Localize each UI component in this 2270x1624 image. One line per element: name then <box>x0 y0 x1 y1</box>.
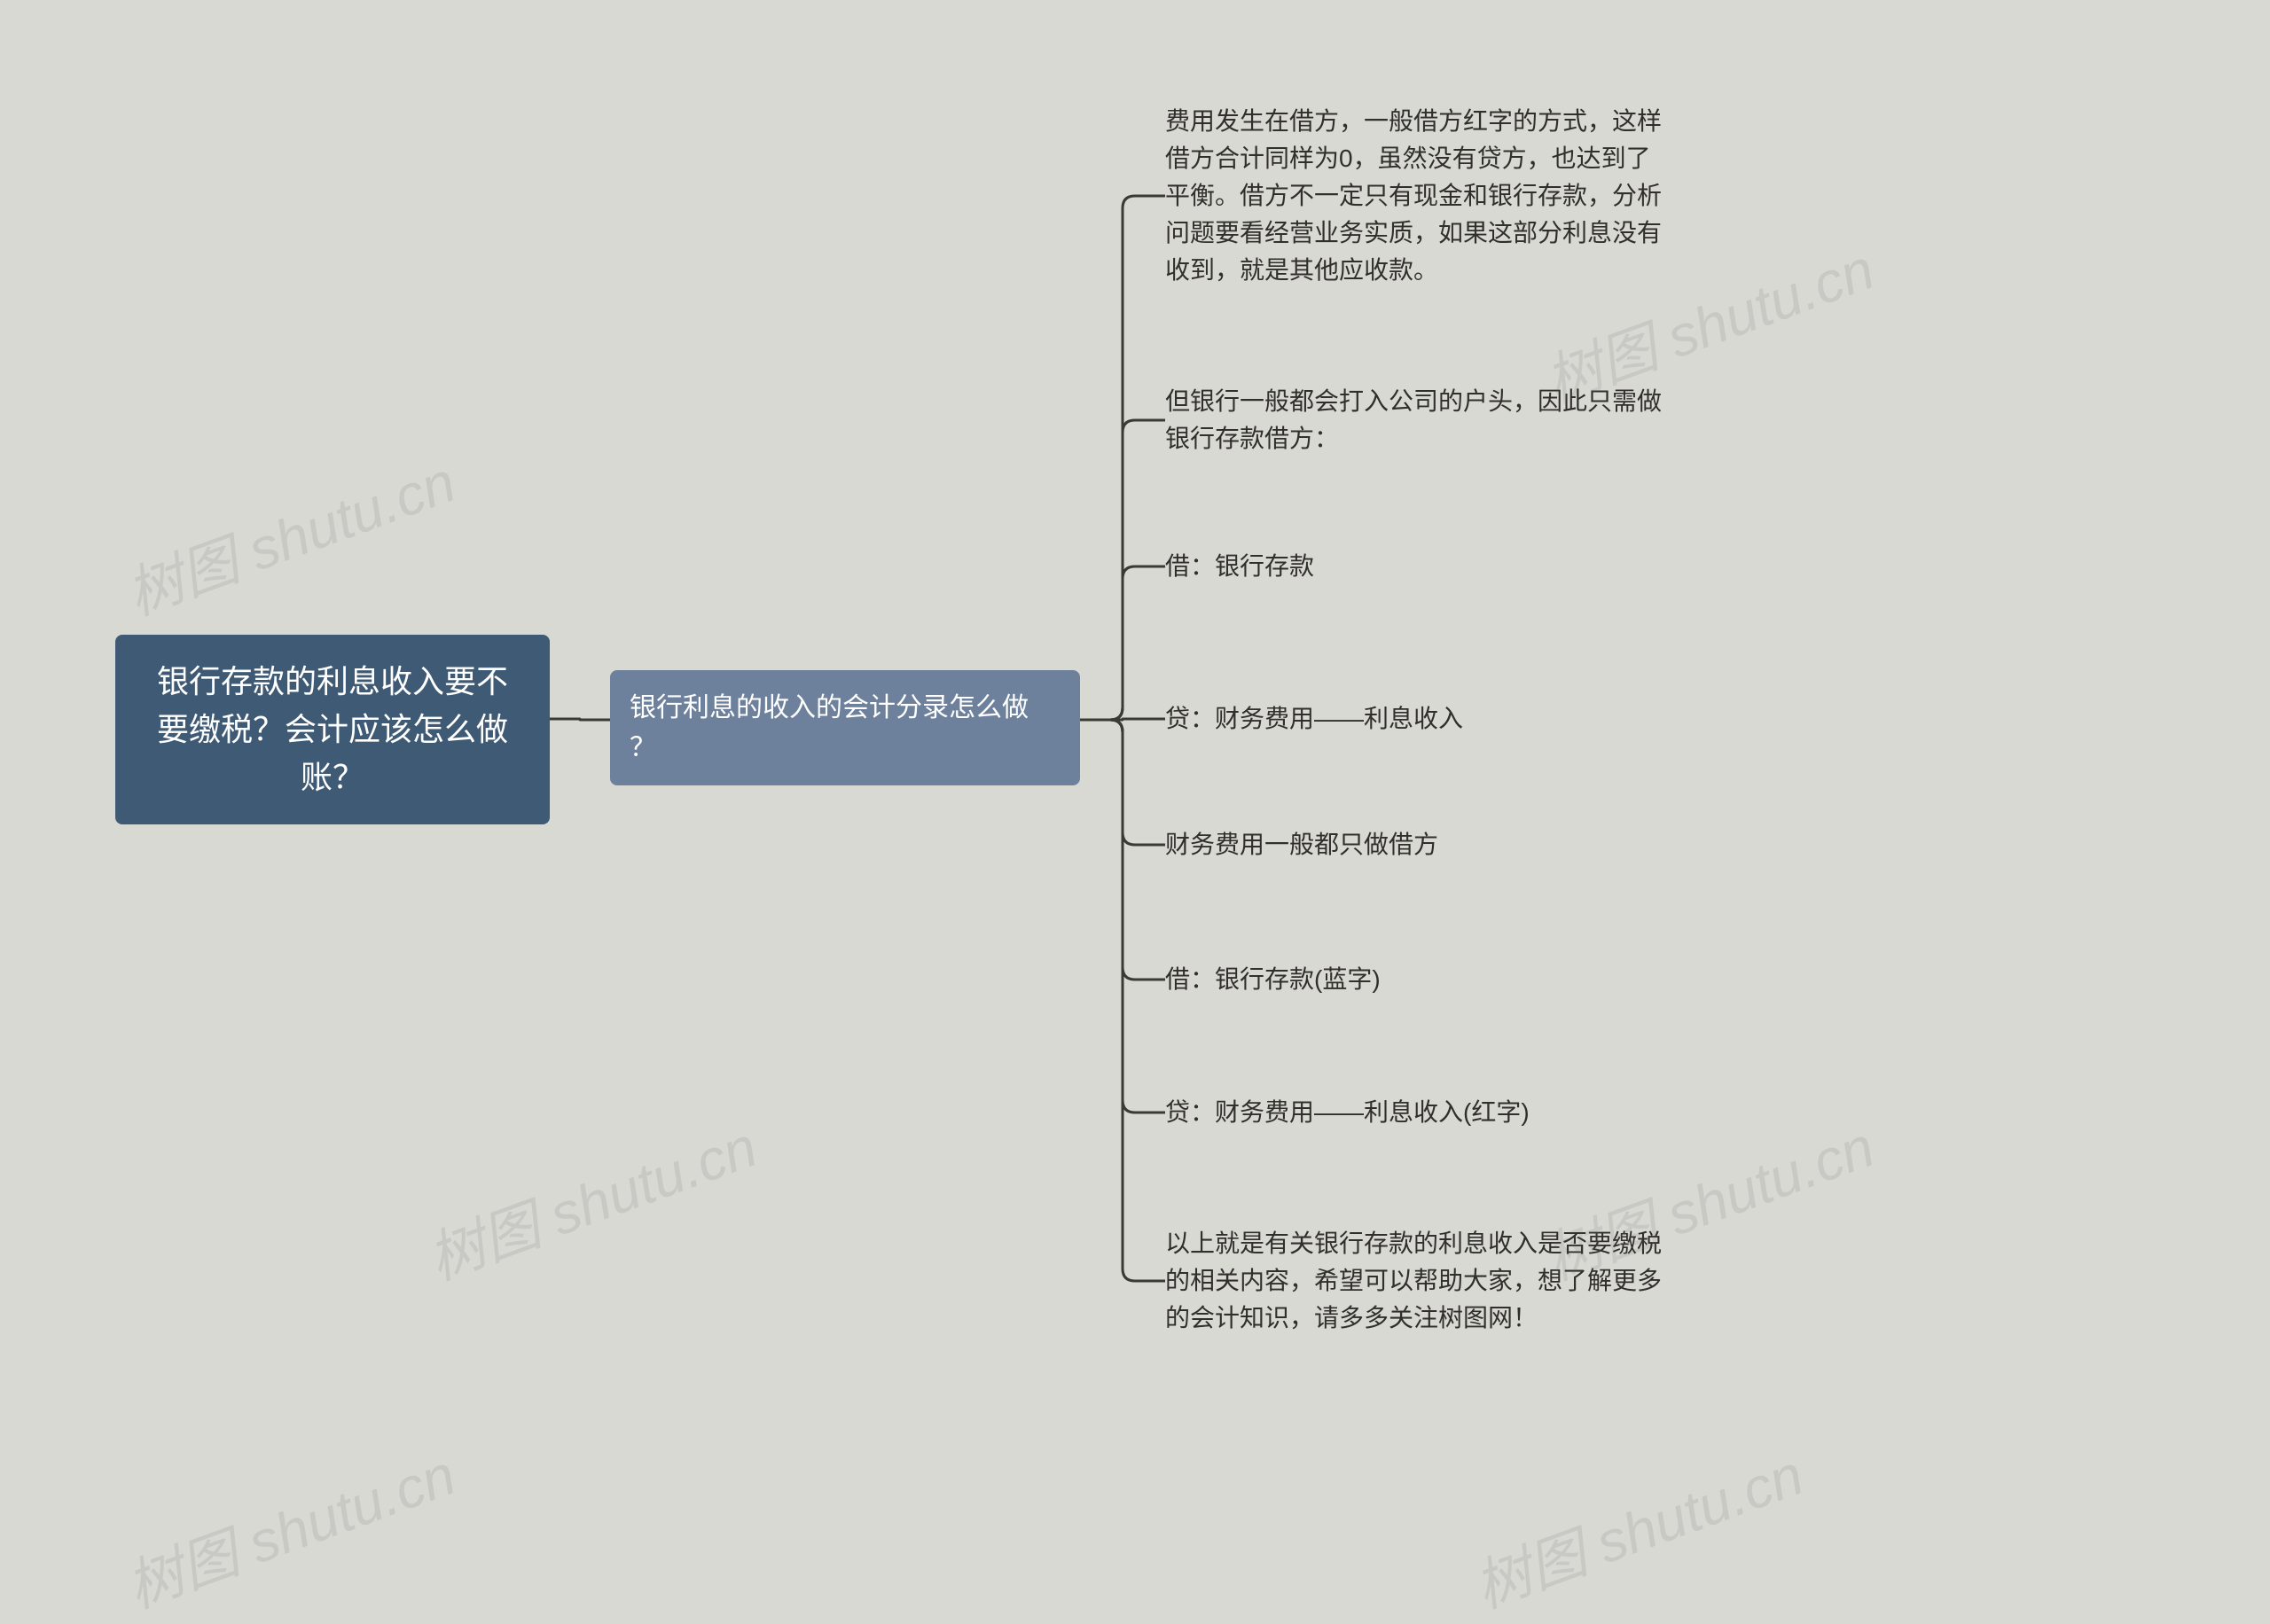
leaf-node-2: 借：银行存款 <box>1165 548 1715 585</box>
sub-node: 银行利息的收入的会计分录怎么做？ <box>610 670 1080 785</box>
leaf-node-0: 费用发生在借方，一般借方红字的方式，这样借方合计同样为0，虽然没有贷方，也达到了… <box>1165 103 1715 289</box>
leaf-node-6: 贷：财务费用——利息收入(红字) <box>1165 1094 1715 1131</box>
leaf-node-3: 贷：财务费用——利息收入 <box>1165 700 1715 738</box>
connector <box>1080 566 1165 720</box>
connector <box>550 719 610 720</box>
connector <box>1080 720 1165 1281</box>
leaf-node-7: 以上就是有关银行存款的利息收入是否要缴税的相关内容，希望可以帮助大家，想了解更多… <box>1165 1225 1715 1337</box>
root-node: 银行存款的利息收入要不要缴税？会计应该怎么做账？ <box>115 635 550 824</box>
leaf-node-1: 但银行一般都会打入公司的户头，因此只需做银行存款借方： <box>1165 383 1715 457</box>
leaf-node-5: 借：银行存款(蓝字) <box>1165 961 1715 998</box>
leaf-node-4: 财务费用一般都只做借方 <box>1165 826 1715 863</box>
